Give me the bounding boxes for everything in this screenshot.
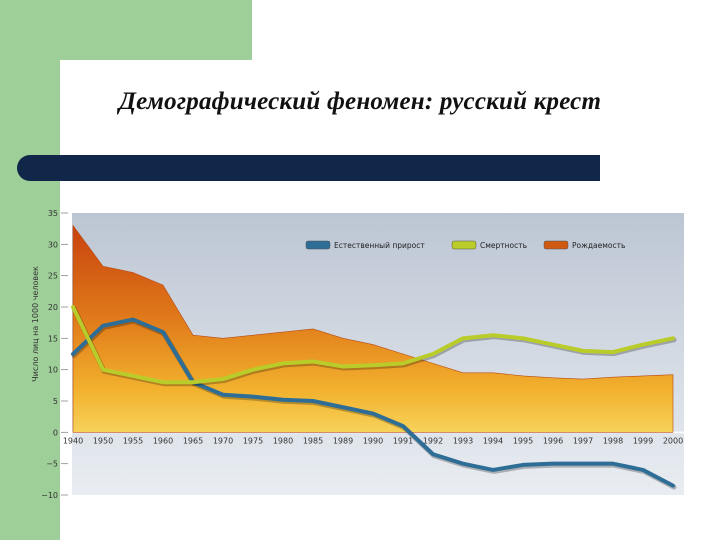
x-tick-label: 1989 (333, 436, 353, 445)
x-tick-label: 1950 (93, 436, 113, 445)
x-tick-label: 1995 (513, 436, 533, 445)
x-tick-label: 1955 (123, 436, 143, 445)
legend-mortality-swatch (451, 240, 477, 250)
x-tick-label: 1998 (603, 436, 623, 445)
green-side-strip (0, 60, 60, 540)
x-tick-label: 1994 (483, 436, 503, 445)
x-tick-label: 1999 (633, 436, 653, 445)
x-tick-label: 1996 (543, 436, 563, 445)
x-tick-label: 1991 (393, 436, 413, 445)
legend-mortality-label: Смертность (480, 241, 527, 250)
x-tick-label: 1992 (423, 436, 443, 445)
x-tick-label: 1980 (273, 436, 293, 445)
legend-natural-growth-label: Естественный прирост (334, 241, 425, 250)
y-tick-label: 0 (53, 428, 58, 437)
y-tick-label: 20 (48, 303, 58, 312)
legend-natural-growth-swatch (305, 240, 331, 250)
legend-birth-rate-label: Рождаемость (572, 241, 625, 250)
x-tick-label: 1990 (363, 436, 383, 445)
y-tick-label: 5 (53, 397, 58, 406)
x-tick-label: 1997 (573, 436, 593, 445)
slide-title: Демографический феномен: русский крест (118, 88, 602, 115)
x-tick-label: 1965 (183, 436, 203, 445)
y-tick-label: 10 (48, 366, 58, 375)
legend-birth-rate-swatch (543, 240, 569, 250)
x-tick-label: 1975 (243, 436, 263, 445)
y-axis-label: Число лиц на 1000 человек (31, 266, 40, 382)
x-tick-label: 1993 (453, 436, 473, 445)
y-tick-label: 30 (48, 240, 58, 249)
series-line-mortality (71, 305, 675, 385)
x-tick-label: 1940 (63, 436, 83, 445)
series-line-natural-growth (71, 317, 675, 488)
y-tick-label: 15 (48, 334, 58, 343)
x-tick-label: 1985 (303, 436, 323, 445)
demography-chart: 35 30 25 20 15 10 5 0 −5 −10 1940 1950 1955 1960 1965 1… (31, 209, 684, 500)
y-tick-label: 25 (48, 272, 58, 281)
x-tick-label: 2000 (663, 436, 683, 445)
green-corner-block (0, 0, 252, 60)
x-tick-label: 1960 (153, 436, 173, 445)
x-tick-label: 1970 (213, 436, 233, 445)
y-tick-label: −10 (41, 491, 58, 500)
y-tick-label: −5 (46, 460, 58, 469)
y-tick-label: 35 (48, 209, 58, 218)
title-underline-bar (17, 155, 600, 181)
